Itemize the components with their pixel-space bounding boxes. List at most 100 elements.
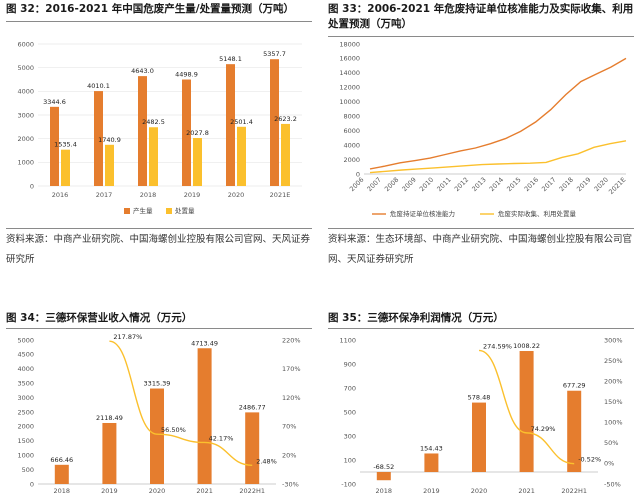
y-tick-label: 10000 (339, 98, 360, 106)
x-tick-label: 2015 (505, 176, 522, 193)
y-tick-label: 3000 (17, 111, 34, 119)
y-tick-label: 4000 (17, 88, 34, 96)
y2-tick-label: -50% (604, 480, 621, 488)
y2-tick-label: 70% (282, 423, 296, 431)
x-tick-label: 2013 (470, 176, 487, 193)
y-tick-label: 12000 (339, 84, 360, 92)
x-tick-label: 2019 (423, 487, 440, 494)
y-tick-label: 1000 (17, 452, 34, 460)
data-label: 4498.9 (175, 71, 198, 79)
y-tick-label: -100 (341, 480, 356, 488)
bar (138, 76, 147, 186)
y2-tick-label: -30% (282, 480, 299, 488)
x-tick-label: 2021 (196, 487, 213, 494)
bar (54, 464, 69, 484)
x-tick-label: 2019 (184, 191, 201, 199)
title-rule (328, 36, 634, 37)
legend-label: 危废实际收集、利用处置量 (498, 209, 577, 218)
x-tick-label: 2011 (435, 176, 452, 193)
x-tick-label: 2016 (523, 176, 540, 193)
data-label: 677.29 (563, 382, 586, 390)
bar (472, 402, 486, 472)
data-label: -68.52 (373, 463, 394, 471)
data-label: 4010.1 (87, 82, 110, 90)
y-tick-label: 500 (344, 408, 356, 416)
x-tick-label: 2016 (52, 191, 69, 199)
y-tick-label: 2500 (17, 408, 34, 416)
y-tick-label: 2000 (17, 135, 34, 143)
source-rule (6, 228, 312, 229)
bar (567, 390, 582, 472)
y-tick-label: 2000 (343, 156, 360, 164)
y2-tick-label: 150% (604, 398, 623, 406)
y2-tick-label: 200% (604, 377, 623, 385)
data-label: 74.29% (531, 425, 556, 433)
y-tick-label: 1500 (17, 437, 34, 445)
data-label: 2501.4 (230, 118, 253, 126)
y-tick-label: 8000 (343, 113, 360, 121)
chart-title: 图 35：三德环保净利润情况（万元） (328, 312, 504, 324)
x-tick-label: 2017 (540, 176, 557, 193)
x-tick-label: 2006 (348, 176, 365, 193)
bar (519, 351, 534, 472)
data-label: 42.17% (209, 434, 234, 442)
y2-tick-label: 20% (282, 452, 296, 460)
source-rule (328, 228, 634, 229)
x-tick-label: 2012 (453, 176, 470, 193)
title-rule (6, 21, 312, 22)
data-label: 2.48% (256, 457, 277, 465)
y-tick-label: 2000 (17, 423, 34, 431)
data-label: 4713.49 (191, 339, 218, 347)
title-rule (328, 328, 634, 329)
y-tick-label: 0 (30, 182, 34, 190)
data-label: 2027.8 (186, 129, 209, 137)
bar (105, 144, 114, 186)
chart-title: 图 34：三德环保营业收入情况（万元） (6, 312, 193, 324)
bar (193, 138, 202, 186)
data-label: 3344.6 (43, 98, 66, 106)
y-tick-label: 900 (344, 360, 356, 368)
y2-tick-label: 0% (604, 460, 614, 468)
chart-title: 图 33：2006-2021 年危废持证单位核准能力及实际收集、利用处置预测（万… (328, 3, 634, 30)
x-tick-label: 2007 (366, 176, 383, 193)
series-line (369, 140, 627, 174)
chart-source: 资料来源：生态环境部、中商产业研究院、中国海螺创业控股有限公司官网、天风证券研究… (328, 234, 633, 265)
growth-line (478, 349, 575, 465)
data-label: 578.48 (468, 394, 491, 402)
x-tick-label: 2018 (376, 487, 393, 494)
y-tick-label: 16000 (339, 55, 360, 63)
x-tick-label: 2020 (149, 487, 166, 494)
legend-label: 处置量 (175, 206, 195, 215)
chart-33: 0 2000 4000 6000 8000 10000 12000 14000 16000 180… (339, 40, 627, 218)
data-label: 1008.22 (513, 342, 540, 350)
bar (182, 79, 191, 186)
y-tick-label: 4000 (343, 141, 360, 149)
bar (376, 472, 391, 481)
x-tick-label: 2019 (575, 176, 592, 193)
chart-32: 0 1000 2000 3000 4000 5000 6000 2016 3344.6 1535.… (17, 40, 302, 215)
data-label: 5148.1 (219, 55, 242, 63)
chart-35: -100 100 300 500 700 900 1100 -50% 0% 50% 100% 150%… (339, 336, 623, 494)
x-tick-label: 2018 (140, 191, 157, 199)
bar (50, 106, 59, 186)
x-tick-label: 2010 (418, 176, 435, 193)
growth-line (109, 340, 253, 466)
data-label: 2623.2 (274, 115, 297, 123)
data-label: 2118.49 (96, 414, 123, 422)
y-tick-label: 500 (22, 466, 34, 474)
bar (270, 59, 279, 187)
legend-label: 产生量 (133, 206, 153, 215)
y-tick-label: 14000 (339, 69, 360, 77)
y2-tick-label: 300% (604, 336, 623, 344)
y-tick-label: 3000 (17, 394, 34, 402)
y2-tick-label: 250% (604, 357, 623, 365)
series-line (369, 57, 627, 170)
chart-title: 图 32：2016-2021 年中国危废产生量/处置量预测（万吨） (6, 3, 295, 15)
x-tick-label: 2017 (96, 191, 113, 199)
y-tick-label: 4000 (17, 365, 34, 373)
data-label: -0.52% (578, 456, 601, 464)
data-label: 2482.5 (142, 118, 165, 126)
bar (226, 64, 235, 186)
bar (424, 453, 439, 472)
data-label: 2486.77 (239, 403, 266, 411)
